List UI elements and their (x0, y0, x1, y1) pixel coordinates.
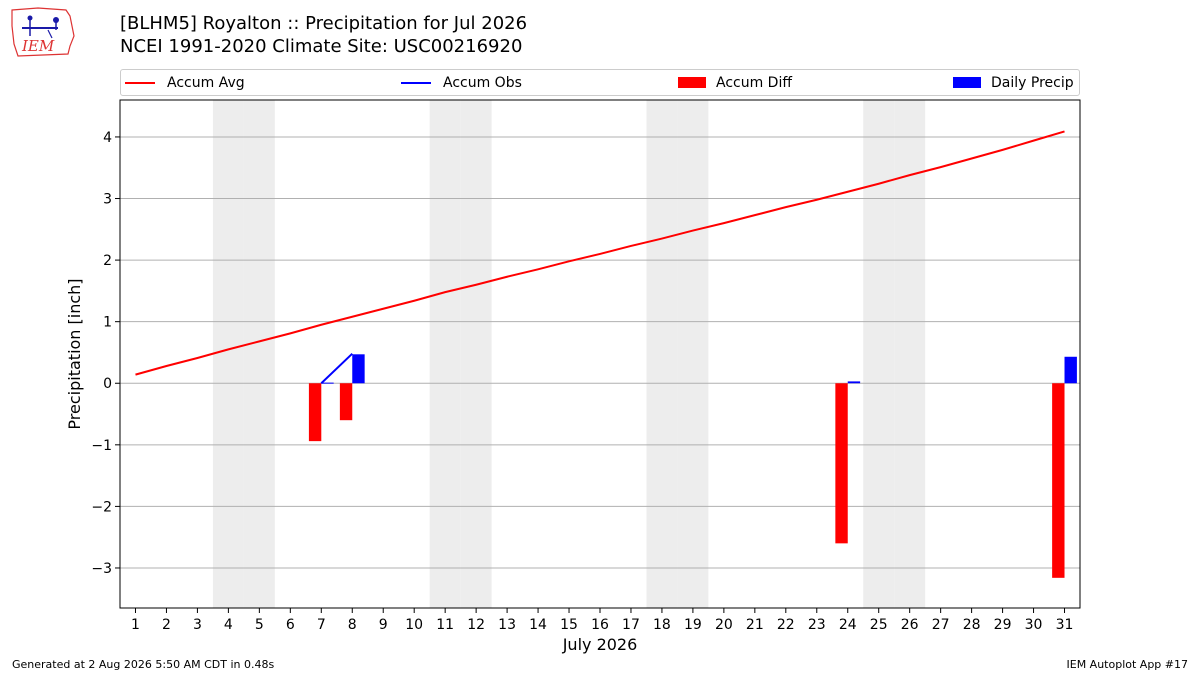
x-tick-label: 29 (994, 617, 1012, 633)
x-tick-label: 31 (1056, 617, 1074, 633)
x-tick-label: 12 (467, 617, 485, 633)
accum-diff-bar-7 (308, 383, 322, 442)
x-tick-label: 6 (286, 617, 295, 633)
y-tick-label: −2 (91, 499, 112, 515)
x-tick-label: 25 (870, 617, 888, 633)
x-tick-label: 14 (529, 617, 547, 633)
x-tick-label: 23 (808, 617, 826, 633)
weekend-shade-18 (646, 100, 678, 608)
legend-accum-obs-swatch (401, 81, 431, 84)
daily-precip-bar-8 (352, 354, 365, 384)
x-tick-label: 2 (162, 617, 171, 633)
x-tick-label: 26 (901, 617, 919, 633)
y-tick-label: −1 (91, 438, 112, 454)
accum-diff-bar-8 (339, 383, 353, 421)
x-tick-label: 8 (348, 617, 357, 633)
y-tick-label: 3 (103, 192, 112, 208)
legend-accum-avg-label: Accum Avg (167, 74, 245, 91)
legend-accum-diff: Accum Diff (678, 70, 792, 95)
x-tick-label: 19 (684, 617, 702, 633)
accum-obs-line (320, 352, 353, 384)
x-tick-label: 30 (1025, 617, 1043, 633)
generated-note: Generated at 2 Aug 2026 5:50 AM CDT in 0… (12, 658, 275, 671)
weekend-shade-12 (460, 100, 492, 608)
y-tick-label: 2 (103, 253, 112, 269)
x-tick-label: 20 (715, 617, 733, 633)
x-tick-label: 9 (379, 617, 388, 633)
legend-daily-precip-label: Daily Precip (991, 74, 1074, 91)
title-line-1: [BLHM5] Royalton :: Precipitation for Ju… (120, 13, 528, 34)
daily-precip-bar-7 (321, 382, 334, 384)
svg-text:IEM: IEM (21, 37, 55, 55)
weekend-shade-26 (894, 100, 926, 608)
legend-accum-avg-swatch (125, 81, 155, 84)
x-tick-label: 4 (224, 617, 233, 633)
y-tick-label: 1 (103, 315, 112, 331)
weekend-shade-19 (677, 100, 709, 608)
weekend-shade-25 (863, 100, 895, 608)
x-tick-label: 10 (405, 617, 423, 633)
weekend-shade-11 (429, 100, 461, 608)
y-tick-label: 4 (103, 130, 112, 146)
y-tick-label: 0 (103, 376, 112, 392)
x-tick-label: 15 (560, 617, 578, 633)
x-tick-label: 11 (436, 617, 454, 633)
x-tick-label: 22 (777, 617, 795, 633)
daily-precip-bar-24 (847, 381, 861, 384)
weekend-shade-5 (243, 100, 275, 608)
y-axis-label: Precipitation [inch] (65, 278, 84, 429)
legend-accum-diff-swatch (678, 77, 706, 88)
app-credit: IEM Autoplot App #17 (1066, 658, 1189, 671)
accum-diff-bar-31 (1052, 383, 1065, 578)
weekend-shade-4 (212, 100, 244, 608)
accum-avg-line (135, 130, 1065, 376)
y-tick-label: −3 (91, 561, 112, 577)
x-tick-label: 1 (131, 617, 140, 633)
legend-accum-avg: Accum Avg (125, 70, 245, 95)
x-tick-label: 18 (653, 617, 671, 633)
x-tick-label: 24 (839, 617, 857, 633)
x-tick-label: 13 (498, 617, 516, 633)
x-tick-label: 16 (591, 617, 609, 633)
legend-accum-obs: Accum Obs (401, 70, 522, 95)
legend-daily-precip: Daily Precip (953, 70, 1074, 95)
x-tick-label: 28 (963, 617, 981, 633)
x-tick-label: 17 (622, 617, 640, 633)
chart-title: [BLHM5] Royalton :: Precipitation for Ju… (120, 12, 527, 58)
x-tick-label: 3 (193, 617, 202, 633)
legend-daily-precip-swatch (953, 77, 981, 88)
legend-accum-diff-label: Accum Diff (716, 74, 793, 91)
accum-diff-bar-24 (835, 383, 848, 544)
iem-logo: IEM (11, 7, 75, 57)
x-tick-label: 27 (932, 617, 950, 633)
title-line-2: NCEI 1991-2020 Climate Site: USC00216920 (120, 36, 523, 57)
x-tick-label: 7 (317, 617, 326, 633)
x-axis-label: July 2026 (562, 635, 638, 654)
legend-accum-obs-label: Accum Obs (443, 74, 522, 91)
x-tick-label: 5 (255, 617, 264, 633)
legend: Accum Avg Accum Obs Accum Diff Daily Pre… (120, 69, 1080, 96)
daily-precip-bar-31 (1064, 356, 1077, 384)
x-tick-label: 21 (746, 617, 764, 633)
